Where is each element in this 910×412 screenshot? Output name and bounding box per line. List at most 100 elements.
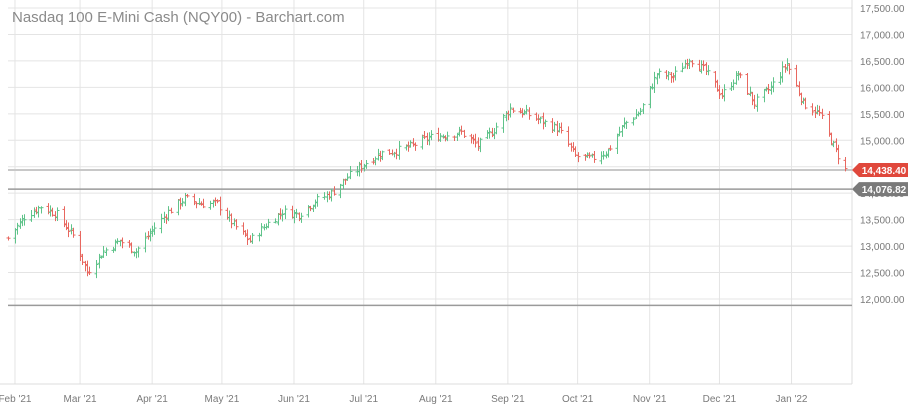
ohlc-bar-down xyxy=(817,105,822,116)
ohlc-bar-down xyxy=(713,71,718,88)
ohlc-bar-down xyxy=(836,144,841,165)
ohlc-bar-down xyxy=(234,219,239,230)
ohlc-bar-down xyxy=(745,72,750,96)
ohlc-bar-up xyxy=(655,73,660,85)
ohlc-bar-down xyxy=(827,111,832,137)
x-tick-label: Apr '21 xyxy=(136,394,168,405)
ohlc-bar-down xyxy=(378,150,383,162)
ohlc-bar-up xyxy=(166,206,171,222)
ohlc-bar-down xyxy=(520,108,525,118)
ohlc-bar-up xyxy=(338,183,343,199)
ohlc-bar-up xyxy=(731,79,736,91)
ohlc-bars xyxy=(6,58,848,279)
ohlc-bar-up xyxy=(492,128,497,140)
ohlc-bar-down xyxy=(201,198,206,209)
ohlc-bar-up xyxy=(69,224,74,235)
ohlc-bar-up xyxy=(485,130,490,140)
y-tick-label: 12,500.00 xyxy=(860,269,905,280)
ohlc-bar-up xyxy=(687,58,692,70)
ohlc-bar-down xyxy=(750,92,755,106)
ohlc-bar-up xyxy=(101,245,106,258)
ohlc-bar-down xyxy=(215,199,220,204)
last-price-badge: 14,438.40 xyxy=(852,162,908,177)
last-price-badge-shape xyxy=(852,162,908,177)
ohlc-bar-up xyxy=(94,260,99,279)
ohlc-bar-down xyxy=(473,133,478,148)
ohlc-bar-up xyxy=(524,104,529,115)
ohlc-bar-up xyxy=(55,207,60,222)
ohlc-bar-down xyxy=(476,137,481,151)
ohlc-bar-down xyxy=(555,120,560,137)
ohlc-bar-down xyxy=(559,122,564,134)
ohlc-bar-down xyxy=(85,260,90,277)
y-tick-label: 16,000.00 xyxy=(860,83,905,94)
ohlc-bar-up xyxy=(257,232,262,242)
ohlc-bar-up xyxy=(427,132,432,146)
ohlc-bar-up xyxy=(283,205,288,220)
ohlc-bar-down xyxy=(794,64,799,87)
ohlc-bar-down xyxy=(738,72,743,79)
ohlc-bar-down xyxy=(422,131,427,140)
ohlc-bar-up xyxy=(769,81,774,95)
ohlc-bar-down xyxy=(608,145,613,151)
ohlc-bar-up xyxy=(445,131,450,142)
ohlc-bar-down xyxy=(6,236,11,241)
ohlc-bar-down xyxy=(278,208,283,220)
ohlc-bar-down xyxy=(406,141,411,152)
ohlc-bar-up xyxy=(345,173,350,181)
ohlc-bar-up xyxy=(478,137,483,153)
ohlc-bar-down xyxy=(843,156,848,172)
ohlc-bar-down xyxy=(664,70,669,80)
ohlc-bar-up xyxy=(641,103,646,115)
ohlc-bar-up xyxy=(397,141,402,160)
ohlc-bar-down xyxy=(506,110,511,121)
ohlc-bar-up xyxy=(624,120,629,129)
ohlc-bar-up xyxy=(487,127,492,139)
ohlc-bar-up xyxy=(652,71,657,94)
ohlc-bar-down xyxy=(541,112,546,130)
x-tick-label: Jul '21 xyxy=(349,394,378,405)
ohlc-bar-down xyxy=(583,154,588,161)
ohlc-bar-down xyxy=(413,142,418,151)
ohlc-bar-up xyxy=(134,248,139,259)
ohlc-bar-up xyxy=(722,84,727,102)
ohlc-bar-down xyxy=(717,85,722,100)
ohlc-bar-up xyxy=(176,199,181,216)
ohlc-bar-up xyxy=(680,62,685,73)
ohlc-bar-down xyxy=(490,127,495,138)
ohlc-bar-up xyxy=(755,93,760,112)
x-tick-label: Oct '21 xyxy=(562,394,594,405)
price-badges: 14,438.40 14,076.82 xyxy=(852,162,908,197)
ohlc-bar-up xyxy=(699,60,704,74)
ohlc-bar-down xyxy=(80,253,85,265)
ohlc-bar-up xyxy=(538,116,543,124)
y-tick-label: 17,000.00 xyxy=(860,30,905,41)
ohlc-bar-down xyxy=(701,60,706,71)
ohlc-bar-up xyxy=(552,121,557,132)
ohlc-bar-up xyxy=(32,207,37,218)
ohlc-bar-down xyxy=(425,132,430,146)
ohlc-bar-up xyxy=(706,65,711,76)
ohlc-bar-down xyxy=(194,201,199,209)
ohlc-bar-down xyxy=(394,148,399,160)
x-tick-label: Nov '21 xyxy=(633,394,667,405)
ohlc-bar-up xyxy=(771,77,776,93)
ohlc-bar-up xyxy=(208,200,213,210)
ohlc-bar-up xyxy=(617,126,622,137)
ohlc-bar-down xyxy=(587,152,592,159)
y-tick-label: 12,000.00 xyxy=(860,295,905,306)
ohlc-bar-down xyxy=(752,94,757,109)
ohlc-bar-up xyxy=(508,103,513,118)
ohlc-bar-up xyxy=(15,222,20,235)
reference-price-badge-label: 14,076.82 xyxy=(862,185,907,196)
ohlc-bar-down xyxy=(704,62,709,76)
ohlc-bar-down xyxy=(308,205,313,212)
ohlc-bar-down xyxy=(469,133,474,144)
ohlc-bar-up xyxy=(39,206,44,214)
ohlc-bar-down xyxy=(803,97,808,110)
x-tick-label: Sep '21 xyxy=(491,394,525,405)
ohlc-bar-up xyxy=(136,246,141,258)
x-tick-label: Jan '22 xyxy=(776,394,808,405)
